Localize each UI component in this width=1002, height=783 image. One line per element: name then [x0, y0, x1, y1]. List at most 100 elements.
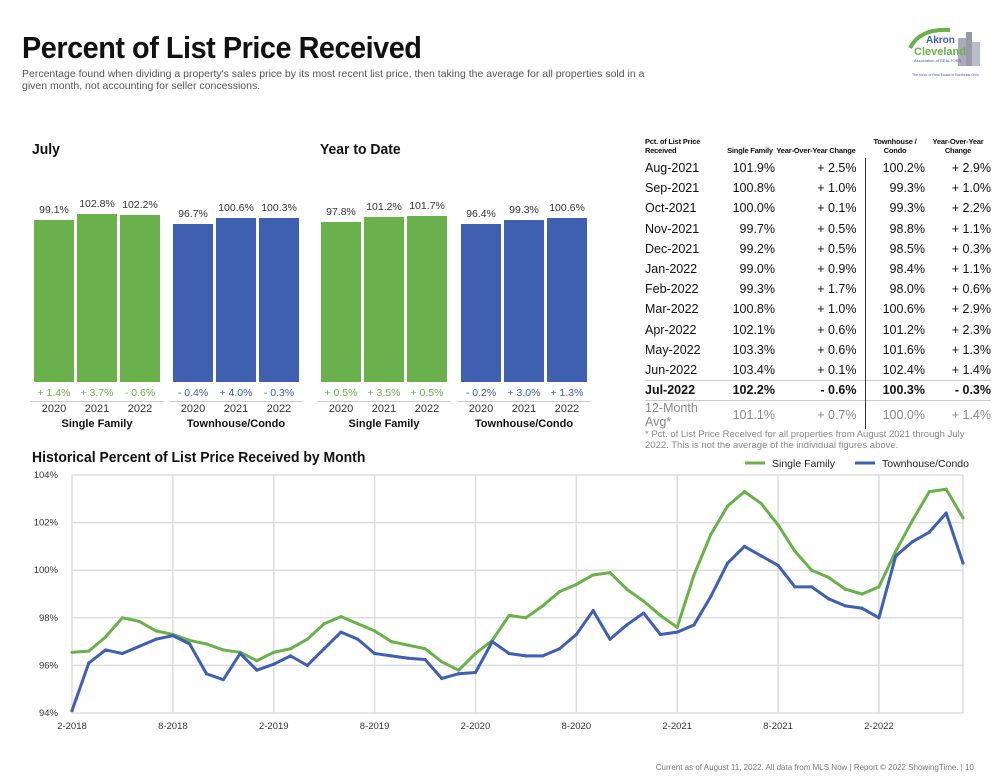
table-cell: + 1.1%	[951, 221, 991, 236]
data-point	[658, 632, 662, 637]
data-point	[221, 648, 225, 652]
data-point	[726, 504, 730, 508]
table-cell: 101.1%	[725, 399, 775, 429]
yoy-change-label: - 0.6%	[124, 387, 156, 399]
data-point	[591, 573, 595, 577]
bar-value-label: 102.8%	[79, 198, 115, 211]
data-point	[154, 629, 158, 633]
data-point	[305, 637, 309, 641]
data-point	[692, 573, 696, 577]
data-point	[339, 630, 343, 634]
table-cell: + 0.6%	[951, 282, 991, 297]
table-cell: + 1.7%	[817, 282, 857, 297]
table-cell: + 0.3%	[951, 241, 991, 256]
bar	[364, 216, 404, 382]
data-point	[860, 592, 864, 596]
y-tick-label: 100%	[34, 565, 59, 576]
data-point	[272, 650, 276, 654]
bar	[407, 215, 447, 382]
data-point	[423, 657, 427, 662]
data-point	[188, 638, 192, 643]
table-header: Townhouse / Condo	[873, 137, 917, 155]
x-tick-label: 2-2020	[461, 721, 491, 730]
table-row: Dec-2021 99.2% + 0.5% 98.5% + 0.3%	[645, 238, 991, 259]
data-point	[641, 611, 646, 615]
data-point	[541, 604, 545, 608]
data-point	[423, 647, 427, 651]
data-point	[255, 668, 259, 672]
table-row: May-2022 103.3% + 0.6% 101.6% + 1.3%	[645, 339, 991, 360]
svg-text:Akron: Akron	[926, 35, 955, 46]
table-cell: + 0.5%	[817, 241, 857, 256]
data-point	[356, 622, 360, 626]
table-row: Jun-2022 103.4% + 0.1% 102.4% + 1.4%	[645, 359, 991, 381]
yoy-change-label: + 0.5%	[410, 387, 444, 399]
data-point	[70, 650, 74, 654]
table-cell: - 0.6%	[775, 379, 865, 401]
table-cell: Nov-2021	[645, 221, 700, 236]
table-cell: Sep-2021	[645, 181, 700, 196]
table-cell: + 1.0%	[817, 302, 857, 317]
data-point	[373, 651, 377, 656]
table-row: Apr-2022 102.1% + 0.6% 101.2% + 2.3%	[645, 319, 991, 340]
table-cell: 99.7%	[739, 221, 775, 236]
bar	[34, 220, 74, 382]
data-point	[557, 590, 562, 594]
data-point	[608, 637, 612, 641]
x-tick-label: 2-2021	[662, 721, 692, 730]
data-point	[457, 668, 461, 672]
data-point	[272, 662, 276, 666]
year-label: 2022	[266, 403, 292, 415]
single-family-line	[71, 487, 965, 672]
group-label: Townhouse/Condo	[474, 418, 574, 430]
table-cell: Apr-2022	[645, 322, 697, 337]
data-point	[574, 582, 578, 587]
table-cell: 103.3%	[732, 342, 775, 357]
year-label: 2020	[180, 403, 206, 415]
data-point	[826, 597, 831, 601]
table-row: Nov-2021 99.7% + 0.5% 98.8% + 1.1%	[645, 218, 991, 239]
table-cell: Aug-2021	[645, 161, 700, 176]
footer: Current as of August 11, 2022. All data …	[655, 763, 974, 772]
page-title: Percent of List Price Received	[22, 30, 422, 65]
data-point	[557, 647, 562, 651]
x-tick-label: 8-2018	[158, 721, 188, 730]
bar	[120, 215, 160, 382]
table-cell: + 2.5%	[817, 161, 857, 176]
table-cell: + 1.0%	[817, 181, 857, 196]
table-cell: + 1.0%	[951, 181, 991, 196]
data-point	[87, 649, 91, 653]
bar	[321, 222, 361, 382]
data-point	[457, 672, 461, 676]
table-cell: 101.2%	[864, 319, 925, 340]
data-point	[389, 640, 394, 644]
july-heading: July	[32, 141, 60, 158]
year-label: 2020	[468, 403, 494, 415]
year-label: 2021	[223, 403, 249, 415]
group-label: Single Family	[61, 418, 133, 430]
data-point	[305, 663, 309, 667]
group-label: Townhouse/Condo	[186, 418, 286, 430]
table-cell: 102.2%	[725, 379, 775, 401]
year-label: 2021	[511, 403, 537, 415]
bar-value-label: 102.2%	[122, 199, 158, 211]
legend-label: Single Family	[772, 458, 836, 470]
table-cell: - 0.3%	[925, 379, 991, 401]
data-point	[356, 637, 360, 641]
data-point	[541, 654, 545, 658]
data-point	[625, 587, 629, 591]
data-point	[524, 616, 528, 620]
data-point	[608, 570, 612, 575]
data-point	[255, 659, 259, 663]
bar-value-label: 99.3%	[509, 203, 539, 216]
data-point	[860, 606, 864, 610]
table-cell: 100.8%	[732, 302, 775, 317]
yoy-change-label: - 0.2%	[465, 387, 497, 399]
year-label: 2022	[127, 403, 153, 415]
year-label: 2022	[414, 403, 440, 415]
x-tick-label: 2-2018	[57, 721, 87, 730]
yoy-change-label: + 3.7%	[80, 387, 114, 399]
page-subtitle: Percentage found when dividing a propert…	[22, 68, 645, 92]
bar-value-label: 100.6%	[549, 201, 585, 214]
table-cell: Jan-2022	[645, 262, 698, 277]
